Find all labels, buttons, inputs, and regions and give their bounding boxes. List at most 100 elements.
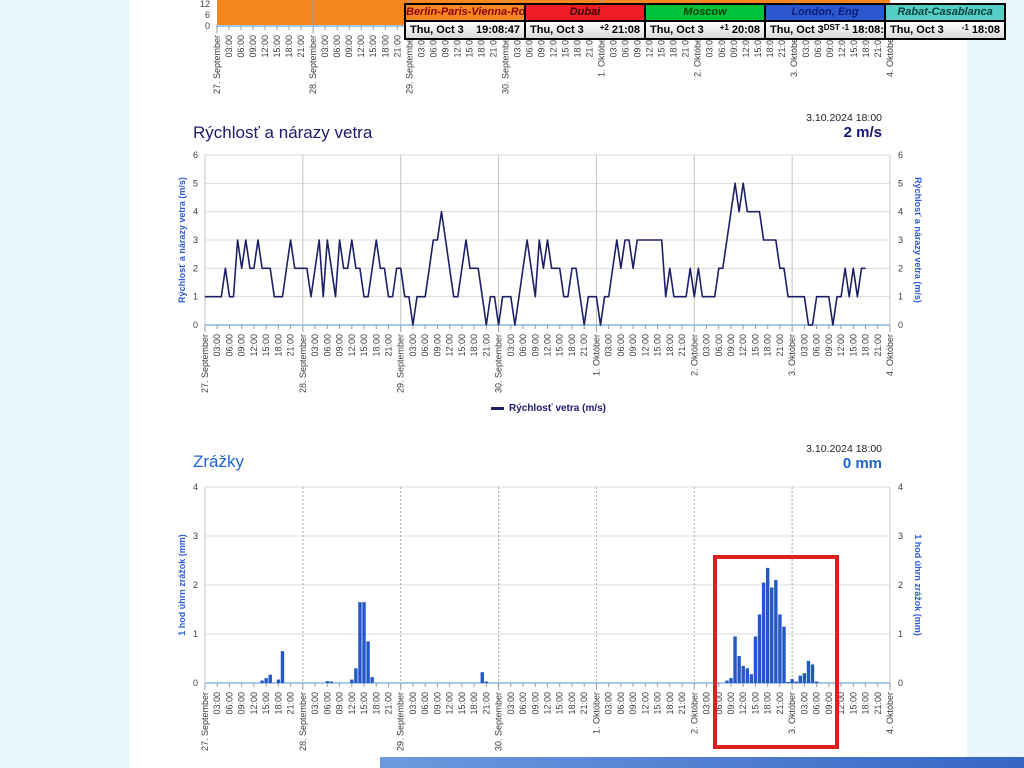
clock-city-label[interactable]: London, Eng bbox=[764, 3, 886, 22]
svg-text:18:00: 18:00 bbox=[284, 35, 294, 58]
svg-text:15:00: 15:00 bbox=[359, 692, 369, 715]
svg-text:09:00: 09:00 bbox=[248, 35, 258, 58]
svg-text:21:00: 21:00 bbox=[488, 35, 498, 58]
svg-text:06:00: 06:00 bbox=[518, 692, 528, 715]
svg-text:03:00: 03:00 bbox=[408, 334, 418, 357]
svg-text:09:00: 09:00 bbox=[633, 35, 643, 58]
clock-city-label[interactable]: Dubai bbox=[524, 3, 646, 22]
wind-current-value: 2 m/s bbox=[843, 124, 882, 141]
svg-text:0: 0 bbox=[898, 320, 903, 330]
svg-text:15:00: 15:00 bbox=[457, 334, 467, 357]
svg-text:27. September: 27. September bbox=[200, 692, 210, 751]
clock-utc-offset: +1 bbox=[719, 22, 729, 32]
svg-text:12:00: 12:00 bbox=[249, 334, 259, 357]
svg-text:09:00: 09:00 bbox=[335, 334, 345, 357]
svg-text:15:00: 15:00 bbox=[368, 35, 378, 58]
svg-text:6: 6 bbox=[193, 150, 198, 160]
svg-text:12:00: 12:00 bbox=[640, 334, 650, 357]
svg-text:06:00: 06:00 bbox=[813, 35, 823, 58]
svg-text:21:00: 21:00 bbox=[873, 334, 883, 357]
svg-text:15:00: 15:00 bbox=[261, 692, 271, 715]
svg-text:4. Október: 4. Október bbox=[885, 334, 895, 376]
svg-text:09:00: 09:00 bbox=[530, 692, 540, 715]
svg-text:5: 5 bbox=[898, 178, 903, 188]
svg-text:09:00: 09:00 bbox=[726, 692, 736, 715]
legend-line-icon bbox=[490, 407, 504, 410]
svg-text:21:00: 21:00 bbox=[873, 35, 883, 58]
svg-text:15:00: 15:00 bbox=[555, 334, 565, 357]
clock-utc-offset: +2 bbox=[599, 22, 609, 32]
svg-text:03:00: 03:00 bbox=[506, 334, 516, 357]
svg-text:21:00: 21:00 bbox=[677, 692, 687, 715]
svg-text:0: 0 bbox=[898, 678, 903, 688]
svg-text:06:00: 06:00 bbox=[714, 334, 724, 357]
svg-text:4. Október: 4. Október bbox=[885, 35, 895, 77]
svg-text:30. September: 30. September bbox=[494, 334, 504, 393]
svg-text:09:00: 09:00 bbox=[824, 334, 834, 357]
clock-time: 18:08 bbox=[971, 24, 1000, 36]
wind-legend: Rýchlosť vetra (m/s) bbox=[130, 403, 967, 414]
svg-text:06:00: 06:00 bbox=[224, 692, 234, 715]
svg-text:12:00: 12:00 bbox=[837, 35, 847, 58]
svg-text:15:00: 15:00 bbox=[848, 334, 858, 357]
svg-text:03:00: 03:00 bbox=[416, 35, 426, 58]
svg-text:18:00: 18:00 bbox=[273, 692, 283, 715]
svg-text:12:00: 12:00 bbox=[445, 692, 455, 715]
svg-text:12:00: 12:00 bbox=[260, 35, 270, 58]
svg-text:03:00: 03:00 bbox=[799, 334, 809, 357]
svg-text:06:00: 06:00 bbox=[224, 334, 234, 357]
svg-text:21:00: 21:00 bbox=[681, 35, 691, 58]
precipitation-chart: 0 0 1 1 2 2 3 3 4 4 1 hod úhrn zrážok (mm) 1 hod úh… bbox=[177, 482, 923, 751]
wind-timestamp: 3.10.2024 18:00 bbox=[806, 112, 882, 124]
svg-text:12:00: 12:00 bbox=[836, 334, 846, 357]
svg-text:09:00: 09:00 bbox=[344, 35, 354, 58]
svg-text:3: 3 bbox=[193, 235, 198, 245]
precip-current-value: 0 mm bbox=[842, 455, 882, 472]
svg-text:15:00: 15:00 bbox=[848, 692, 858, 715]
svg-text:06:00: 06:00 bbox=[524, 35, 534, 58]
clock-date: Thu, Oct 3 bbox=[770, 24, 824, 36]
clock-time-row: Thu, Oct 3 DST -1 18:08:47 bbox=[764, 22, 896, 40]
clock-date: Thu, Oct 3 bbox=[650, 24, 704, 36]
svg-text:6: 6 bbox=[205, 10, 210, 20]
svg-text:12:00: 12:00 bbox=[543, 334, 553, 357]
svg-text:3. Október: 3. Október bbox=[787, 692, 797, 734]
clock-time: 20:08 bbox=[731, 24, 760, 36]
clock-utc-offset: -1 bbox=[961, 22, 969, 32]
svg-text:2. Október: 2. Október bbox=[693, 35, 703, 77]
svg-text:12:00: 12:00 bbox=[543, 692, 553, 715]
svg-text:15:00: 15:00 bbox=[750, 334, 760, 357]
svg-text:18:00: 18:00 bbox=[861, 692, 871, 715]
clock-city-label[interactable]: Rabat-Casablanca bbox=[884, 3, 1006, 22]
svg-text:18:00: 18:00 bbox=[380, 35, 390, 58]
svg-text:29. September: 29. September bbox=[396, 334, 406, 393]
clock-city-label[interactable]: Moscow bbox=[644, 3, 766, 22]
svg-text:12:00: 12:00 bbox=[836, 692, 846, 715]
svg-text:12:00: 12:00 bbox=[640, 692, 650, 715]
svg-text:09:00: 09:00 bbox=[628, 692, 638, 715]
wind-speed-chart: 0 0 1 1 2 2 3 3 4 4 5 5 6 6 Rýchlosť a nárazy vetra (m… bbox=[177, 150, 923, 393]
svg-text:12:00: 12:00 bbox=[738, 692, 748, 715]
svg-text:06:00: 06:00 bbox=[812, 334, 822, 357]
clock-city-label[interactable]: Berlin-Paris-Vienna-Roma bbox=[404, 3, 526, 22]
svg-text:0: 0 bbox=[193, 678, 198, 688]
svg-text:15:00: 15:00 bbox=[272, 35, 282, 58]
svg-text:03:00: 03:00 bbox=[408, 692, 418, 715]
svg-text:15:00: 15:00 bbox=[464, 35, 474, 58]
clock-date: Thu, Oct 3 bbox=[530, 24, 584, 36]
svg-text:18:00: 18:00 bbox=[469, 692, 479, 715]
svg-text:21:00: 21:00 bbox=[286, 334, 296, 357]
svg-text:21:00: 21:00 bbox=[579, 334, 589, 357]
svg-text:03:00: 03:00 bbox=[604, 334, 614, 357]
svg-text:0: 0 bbox=[193, 320, 198, 330]
svg-text:03:00: 03:00 bbox=[310, 692, 320, 715]
svg-text:12:00: 12:00 bbox=[741, 35, 751, 58]
svg-text:18:00: 18:00 bbox=[371, 692, 381, 715]
svg-text:03:00: 03:00 bbox=[212, 334, 222, 357]
svg-text:06:00: 06:00 bbox=[717, 35, 727, 58]
svg-text:18:00: 18:00 bbox=[861, 334, 871, 357]
clock-time: 19:08:47 bbox=[475, 24, 520, 36]
svg-text:29. September: 29. September bbox=[396, 692, 406, 751]
svg-text:03:00: 03:00 bbox=[224, 35, 234, 58]
